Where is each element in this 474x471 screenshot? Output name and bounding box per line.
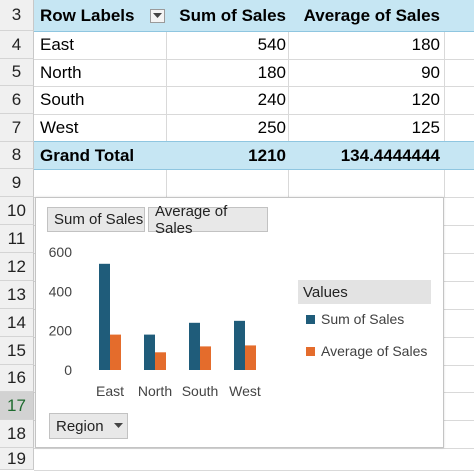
row-header[interactable]: 14 — [0, 309, 34, 337]
column-divider — [288, 0, 289, 197]
bar-average-of-sales-west[interactable] — [245, 345, 256, 370]
bar-sum-of-sales-north[interactable] — [144, 334, 155, 370]
bar-average-of-sales-north[interactable] — [155, 352, 166, 370]
row-header[interactable]: 8 — [0, 142, 34, 169]
average-of-sales-cell[interactable]: 90 — [421, 62, 440, 82]
legend-swatch — [306, 346, 315, 356]
row-header[interactable]: 11 — [0, 225, 34, 253]
row-label-cell[interactable]: West — [40, 118, 79, 137]
average-of-sales-cell[interactable]: 125 — [411, 118, 440, 137]
region-axis-label: Region — [56, 417, 104, 435]
grand-total-label[interactable]: Grand Total — [40, 145, 135, 165]
y-tick-label: 400 — [49, 283, 73, 299]
x-category-label: West — [229, 383, 261, 399]
grand-total-top-border — [34, 141, 474, 142]
bar-average-of-sales-east[interactable] — [110, 334, 121, 370]
row-header[interactable]: 18 — [0, 420, 34, 448]
sum-of-sales-cell[interactable]: 250 — [257, 118, 286, 137]
legend-label: Sum of Sales — [321, 311, 405, 327]
column-divider — [166, 0, 167, 197]
row-header[interactable]: 7 — [0, 114, 34, 142]
row-header[interactable]: 6 — [0, 86, 34, 114]
grand-total-bottom-border — [34, 169, 474, 170]
row-labels-filter-button[interactable] — [150, 9, 165, 23]
row-header[interactable]: 9 — [0, 169, 34, 197]
legend-swatch — [306, 314, 315, 324]
row-labels-header: Row Labels — [40, 5, 135, 25]
row-gridline — [34, 86, 474, 87]
dropdown-arrow-icon — [153, 13, 162, 18]
pivot-chart[interactable]: Sum of Sales Average of Sales 0 200 400 600… — [35, 197, 444, 448]
legend-label: Average of Sales — [321, 343, 428, 359]
row-header[interactable]: 17 — [0, 392, 34, 420]
sum-of-sales-cell[interactable]: 180 — [257, 62, 286, 82]
row-header[interactable]: 12 — [0, 253, 34, 281]
row-header[interactable]: 16 — [0, 365, 34, 392]
legend-entry-average-of-sales[interactable]: Average of Sales — [306, 343, 427, 359]
region-axis-field-button[interactable]: Region — [49, 413, 128, 439]
average-of-sales-header: Average of Sales — [303, 5, 440, 25]
y-tick-label: 0 — [64, 362, 72, 378]
row-header[interactable]: 15 — [0, 337, 34, 365]
row-header[interactable]: 3 — [0, 0, 34, 31]
row-label-cell[interactable]: South — [40, 90, 85, 109]
average-of-sales-field-button[interactable]: Average of Sales — [148, 203, 268, 237]
grand-total-average[interactable]: 134.4444444 — [340, 145, 440, 165]
y-tick-label: 600 — [49, 244, 73, 260]
row-header[interactable]: 10 — [0, 197, 34, 225]
legend-title: Values — [298, 280, 431, 304]
sum-of-sales-header: Sum of Sales — [179, 5, 286, 25]
bar-sum-of-sales-west[interactable] — [234, 320, 245, 370]
row-gridline — [34, 59, 474, 60]
row-label-cell[interactable]: North — [40, 62, 82, 82]
grand-total-sum[interactable]: 1210 — [248, 145, 286, 165]
row-header[interactable]: 5 — [0, 59, 34, 86]
row-header[interactable]: 13 — [0, 281, 34, 309]
sum-of-sales-field-button[interactable]: Sum of Sales — [47, 207, 145, 232]
bar-sum-of-sales-south[interactable] — [189, 322, 200, 370]
row-gridline — [34, 448, 474, 449]
average-of-sales-cell[interactable]: 120 — [411, 90, 440, 109]
x-category-label: South — [182, 383, 219, 399]
row-header[interactable]: 19 — [0, 448, 34, 470]
dropdown-arrow-icon — [113, 423, 123, 428]
bar-average-of-sales-south[interactable] — [200, 346, 211, 370]
sum-of-sales-cell[interactable]: 540 — [257, 35, 286, 54]
x-category-label: North — [138, 383, 172, 399]
pivot-header-border — [34, 31, 474, 32]
bar-sum-of-sales-east[interactable] — [99, 263, 110, 370]
row-header[interactable]: 4 — [0, 31, 34, 59]
x-category-label: East — [96, 383, 124, 399]
sum-of-sales-cell[interactable]: 240 — [257, 90, 286, 109]
column-divider — [444, 0, 445, 197]
row-label-cell[interactable]: East — [40, 35, 75, 54]
grand-total-band — [34, 142, 474, 169]
legend-entry-sum-of-sales[interactable]: Sum of Sales — [306, 311, 404, 327]
pivot-header-band — [34, 0, 474, 31]
average-of-sales-cell[interactable]: 180 — [411, 35, 440, 54]
chart-plot-area: 0 200 400 600 East North South West — [49, 244, 261, 399]
row-gridline — [34, 114, 474, 115]
y-tick-label: 200 — [49, 323, 73, 339]
